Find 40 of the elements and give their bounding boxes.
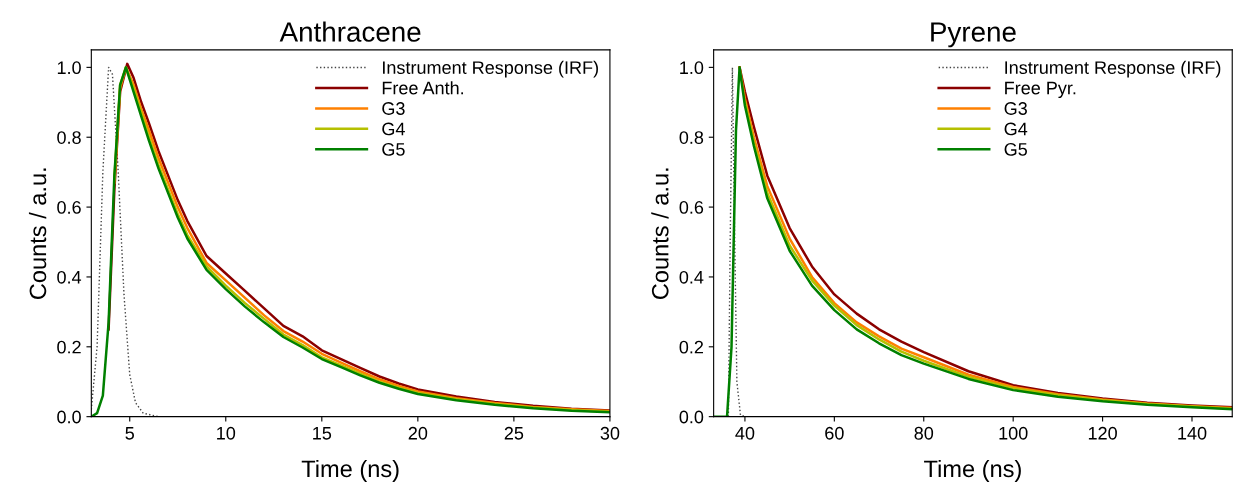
x-tick-label: 40	[735, 426, 755, 440]
x-tick-label: 20	[408, 426, 428, 440]
x-tick-label: 5	[125, 427, 134, 440]
x-tick-label: 140	[1178, 426, 1207, 440]
x-tick-label: 80	[914, 426, 934, 440]
x-tick-label: 120	[1088, 426, 1117, 440]
chart-title: Anthracene	[279, 21, 421, 42]
x-tick-label: 15	[313, 427, 332, 440]
y-tick-label: 1.0	[680, 61, 704, 75]
legend-label: Instrument Response (IRF)	[1005, 60, 1221, 78]
y-tick-label: 0.6	[679, 201, 704, 214]
x-tick-label: 25	[504, 426, 524, 440]
y-tick-label: 0.2	[679, 340, 704, 354]
y-tick-label: 0.0	[679, 410, 704, 424]
legend-label: G3	[382, 102, 405, 115]
x-axis-title: Time (ns)	[301, 459, 399, 482]
y-tick-label: 0.8	[57, 131, 81, 144]
y-tick-label: 0.0	[57, 410, 81, 424]
y-tick-label: 0.2	[57, 340, 81, 354]
y-tick-label: 0.4	[679, 270, 704, 284]
y-tick-label: 1.0	[57, 61, 81, 75]
y-axis-title: Counts / a.u.	[28, 168, 47, 300]
x-tick-label: 10	[217, 426, 236, 440]
x-tick-label: 30	[600, 426, 620, 440]
legend-label: G4	[1004, 122, 1028, 136]
y-tick-label: 0.4	[57, 270, 82, 284]
y-tick-label: 0.6	[57, 201, 81, 214]
chart-title: Pyrene	[931, 22, 1016, 48]
legend-label: G4	[382, 122, 405, 136]
legend-label: G5	[382, 142, 405, 156]
legend-label: Free Pyr.	[1005, 81, 1076, 99]
x-tick-label: 60	[825, 426, 844, 440]
legend-label: G5	[1004, 142, 1027, 156]
legend-label: G3	[1004, 102, 1027, 115]
legend-label: Free Anth.	[382, 81, 464, 95]
x-tick-label: 100	[999, 426, 1028, 440]
y-axis-title: Counts / a.u.	[651, 168, 669, 300]
x-axis-title: Time (ns)	[924, 459, 1021, 482]
y-tick-label: 0.8	[679, 131, 704, 144]
legend-label: Instrument Response (IRF)	[383, 60, 598, 78]
